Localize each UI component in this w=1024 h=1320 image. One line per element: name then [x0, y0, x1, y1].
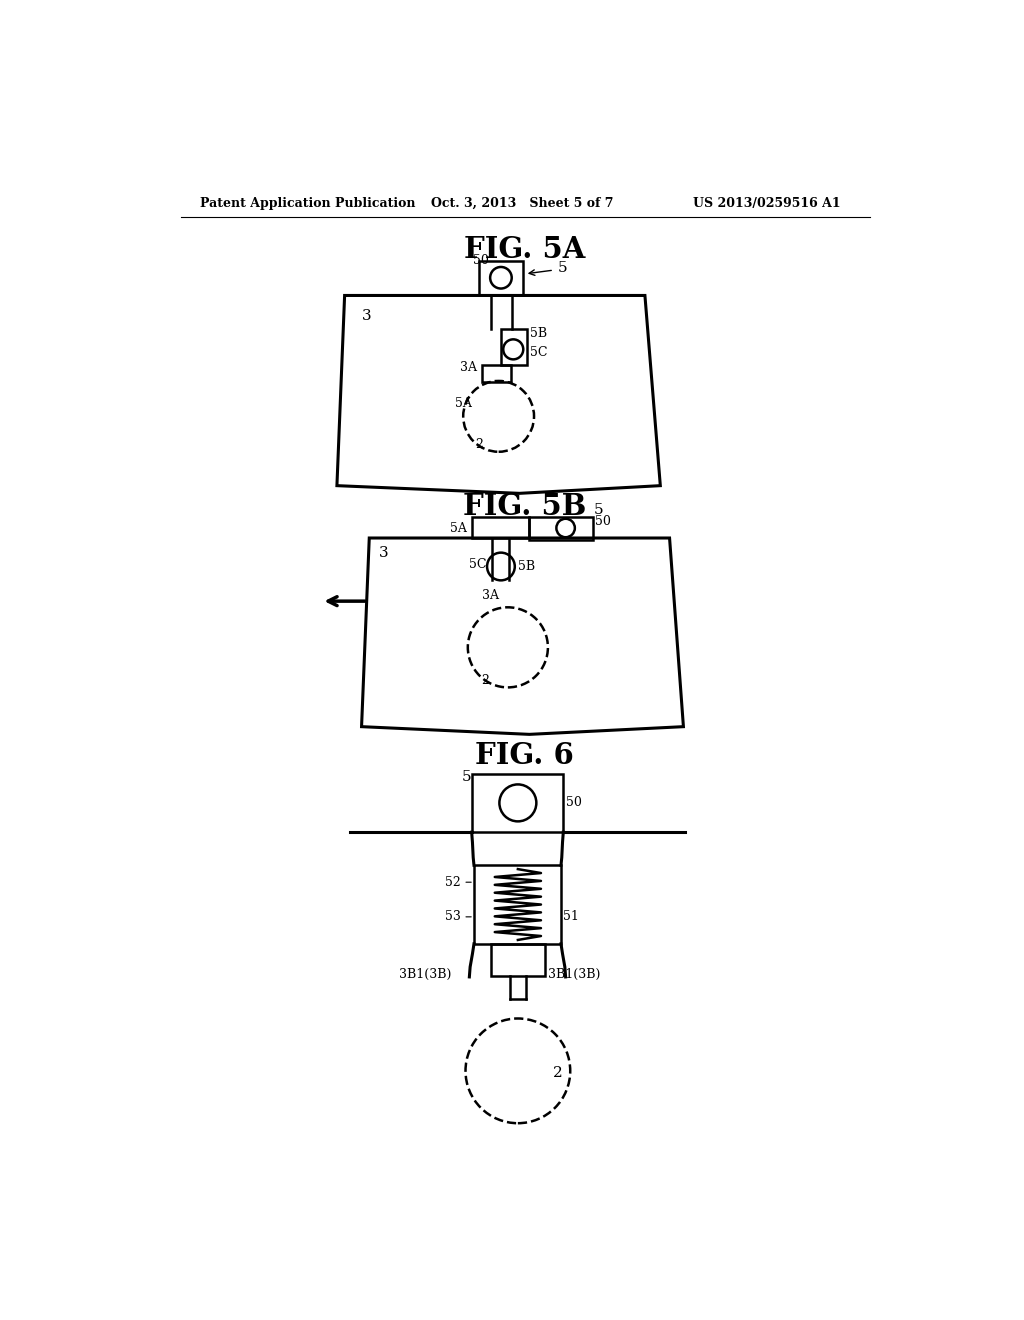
Text: 51: 51: [563, 911, 580, 924]
Text: 5A: 5A: [456, 397, 472, 409]
Text: 5C: 5C: [530, 346, 548, 359]
Text: 50: 50: [565, 796, 582, 809]
Text: 2: 2: [481, 675, 488, 686]
Text: 53: 53: [444, 911, 461, 924]
Text: 2: 2: [475, 438, 483, 451]
Text: 3A: 3A: [482, 589, 500, 602]
Text: 50: 50: [595, 515, 610, 528]
Text: 5A: 5A: [451, 521, 467, 535]
Text: 52: 52: [444, 875, 461, 888]
Text: 5: 5: [594, 503, 604, 517]
Text: 3B1(3B): 3B1(3B): [548, 968, 600, 981]
Text: 5B: 5B: [518, 560, 535, 573]
Text: FIG. 6: FIG. 6: [475, 741, 574, 770]
Text: 2: 2: [553, 1067, 562, 1080]
Text: 3: 3: [379, 546, 389, 561]
Text: 3B1(3B): 3B1(3B): [398, 968, 451, 981]
Text: FIG. 5A: FIG. 5A: [464, 235, 586, 264]
Text: US 2013/0259516 A1: US 2013/0259516 A1: [692, 197, 841, 210]
Text: 5: 5: [558, 261, 567, 275]
Text: 5: 5: [462, 771, 471, 784]
Text: 50: 50: [473, 255, 489, 268]
Text: FIG. 5B: FIG. 5B: [463, 492, 587, 521]
Text: Oct. 3, 2013   Sheet 5 of 7: Oct. 3, 2013 Sheet 5 of 7: [431, 197, 613, 210]
Text: 5C: 5C: [469, 558, 486, 572]
Text: 3: 3: [361, 309, 371, 323]
Text: 3A: 3A: [460, 362, 477, 375]
Text: Patent Application Publication: Patent Application Publication: [200, 197, 416, 210]
Text: 5B: 5B: [530, 327, 547, 341]
